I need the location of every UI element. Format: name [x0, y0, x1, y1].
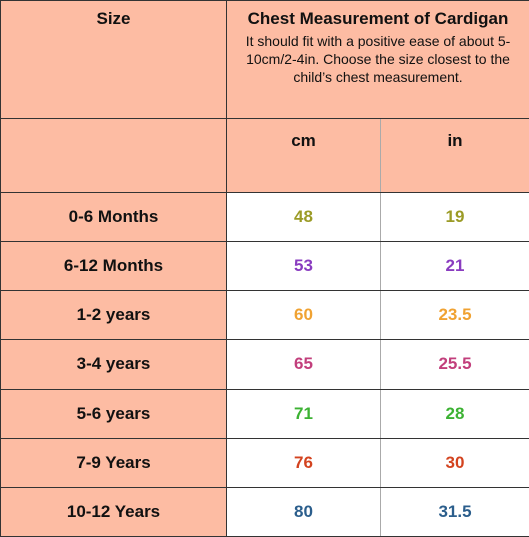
size-cell: 6-12 Months	[1, 242, 227, 291]
in-cell: 23.5	[381, 291, 529, 340]
cm-cell: 48	[227, 193, 381, 242]
note: It should fit with a positive ease of ab…	[227, 32, 529, 86]
size-cell: 10-12 Years	[1, 487, 227, 536]
in-cell: 19	[381, 193, 529, 242]
in-cell: 25.5	[381, 340, 529, 389]
size-cell: 0-6 Months	[1, 193, 227, 242]
in-cell: 28	[381, 389, 529, 438]
subheader-row: cm in	[1, 119, 529, 193]
in-cell: 30	[381, 438, 529, 487]
cm-cell: 65	[227, 340, 381, 389]
in-cell: 31.5	[381, 487, 529, 536]
header-row: Size Chest Measurement of Cardigan It sh…	[1, 1, 529, 119]
cm-cell: 53	[227, 242, 381, 291]
cm-cell: 76	[227, 438, 381, 487]
empty-cell	[1, 119, 227, 193]
in-header: in	[381, 119, 529, 193]
cm-cell: 80	[227, 487, 381, 536]
in-cell: 21	[381, 242, 529, 291]
size-cell: 5-6 years	[1, 389, 227, 438]
size-cell: 3-4 years	[1, 340, 227, 389]
size-header: Size	[1, 1, 227, 119]
size-cell: 7-9 Years	[1, 438, 227, 487]
cm-cell: 60	[227, 291, 381, 340]
cm-cell: 71	[227, 389, 381, 438]
title: Chest Measurement of Cardigan	[227, 1, 529, 29]
cm-header: cm	[227, 119, 381, 193]
title-cell: Chest Measurement of Cardigan It should …	[227, 1, 529, 119]
size-cell: 1-2 years	[1, 291, 227, 340]
